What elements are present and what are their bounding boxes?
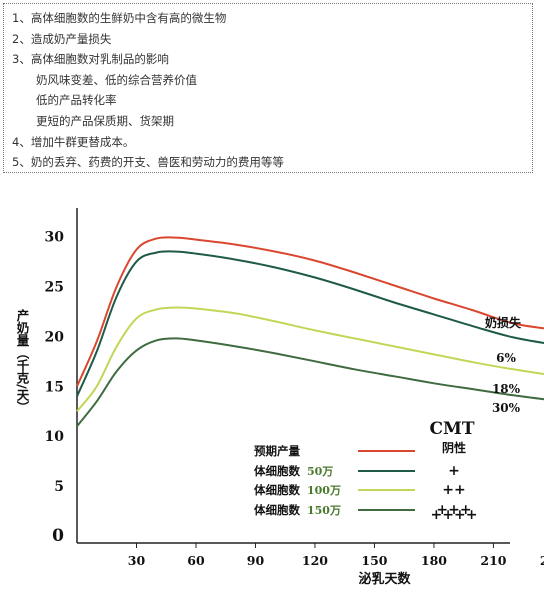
y-tick-label: 10 (45, 429, 65, 445)
legend-count: 100万 (307, 484, 341, 497)
notes-list: 1、高体细胞数的生鲜奶中含有高的微生物 2、造成奶产量损失 3、高体细胞数对乳制品的… (12, 8, 532, 173)
legend-count: 150万 (307, 504, 341, 517)
series-line-3 (76, 337, 544, 427)
note-item: 5、奶的丢弃、药费的开支、兽医和劳动力的费用等等 (12, 155, 284, 170)
legend-count: 50万 (307, 465, 333, 478)
x-tick-label: 120 (302, 553, 328, 568)
series-line-1 (76, 250, 544, 397)
y-tick-label: 25 (45, 280, 64, 296)
y-tick-label: 20 (45, 329, 65, 345)
x-axis-title: 泌乳天数 (358, 571, 411, 587)
cmt-label: ++ (442, 482, 465, 498)
loss-title: 奶损失 (485, 315, 522, 330)
x-tick-label: 60 (187, 553, 205, 568)
y-axis-title: 产奶量（千克/天） (15, 308, 30, 414)
milk-yield-chart: 306090120150180210240270300051015202530泌… (15, 208, 544, 587)
legend-label: 预期产量 (254, 444, 300, 458)
loss-label: 6% (496, 351, 516, 365)
cmt-label: + (448, 463, 460, 479)
cmt-title: CMT (430, 419, 475, 439)
note-item: 4、增加牛群更替成本。 (12, 134, 135, 149)
cmt-label: +++ (436, 502, 471, 518)
notes-panel: 1、高体细胞数的生鲜奶中含有高的微生物 2、造成奶产量损失 3、高体细胞数对乳制品的… (3, 3, 533, 173)
x-tick-label: 180 (421, 553, 447, 568)
legend-label: 体细胞数 (254, 464, 300, 478)
x-tick-label: 30 (128, 553, 146, 568)
y-tick-label: 0 (52, 526, 64, 546)
x-tick-label: 240 (540, 553, 544, 568)
loss-label: 30% (492, 401, 521, 415)
x-tick-label: 150 (361, 553, 387, 568)
cmt-label: 阴性 (442, 440, 466, 455)
y-tick-label: 15 (45, 379, 64, 395)
legend-label: 体细胞数 (254, 483, 300, 497)
series-line-0 (76, 236, 544, 387)
x-tick-label: 90 (247, 553, 265, 568)
y-tick-label: 5 (54, 479, 64, 495)
legend-label: 体细胞数 (254, 503, 300, 517)
note-item: 奶风味变差、低的综合营养价值 (36, 72, 197, 87)
note-item: 1、高体细胞数的生鲜奶中含有高的微生物 (12, 11, 227, 25)
y-tick-label: 30 (45, 230, 65, 246)
loss-label: 18% (492, 382, 521, 396)
cmt-label: ++++ (431, 507, 478, 523)
note-item: 2、造成奶产量损失 (12, 31, 112, 46)
note-item: 更短的产品保质期、货架期 (36, 113, 174, 128)
note-item: 3、高体细胞数对乳制品的影响 (12, 52, 169, 67)
series-line-2 (76, 306, 544, 412)
x-tick-label: 210 (480, 553, 506, 568)
note-item: 低的产品转化率 (36, 93, 117, 108)
